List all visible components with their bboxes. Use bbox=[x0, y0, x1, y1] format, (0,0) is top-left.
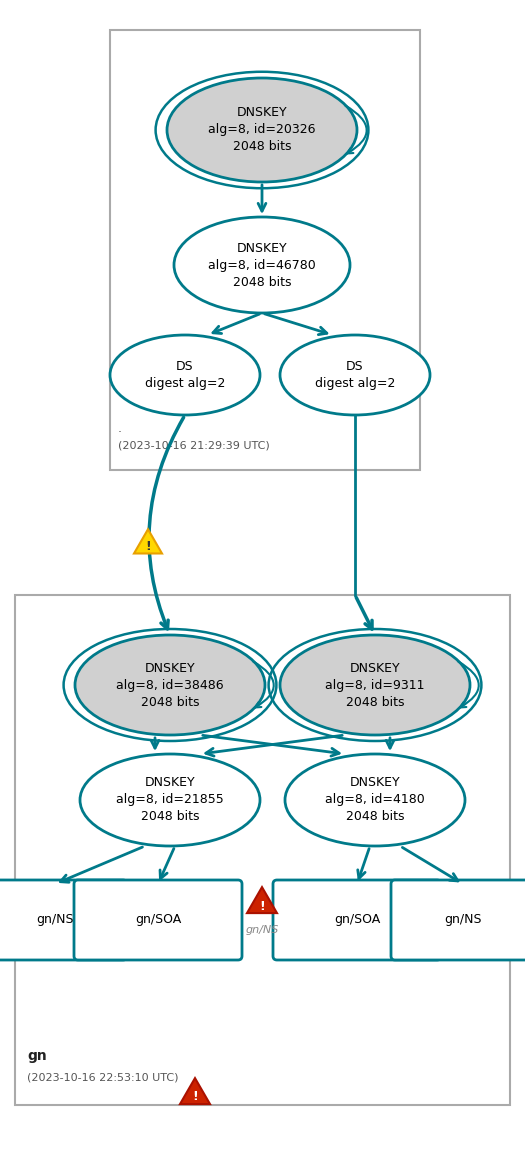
FancyBboxPatch shape bbox=[74, 880, 242, 960]
Text: gn/NS: gn/NS bbox=[444, 914, 482, 927]
Text: gn/NS: gn/NS bbox=[245, 924, 279, 935]
Polygon shape bbox=[180, 1078, 210, 1104]
Text: !: ! bbox=[145, 540, 151, 553]
FancyBboxPatch shape bbox=[273, 880, 441, 960]
Text: .: . bbox=[118, 422, 122, 435]
Text: DNSKEY
alg=8, id=4180
2048 bits: DNSKEY alg=8, id=4180 2048 bits bbox=[325, 776, 425, 824]
Ellipse shape bbox=[110, 336, 260, 415]
Text: gn: gn bbox=[27, 1049, 47, 1063]
Text: DNSKEY
alg=8, id=21855
2048 bits: DNSKEY alg=8, id=21855 2048 bits bbox=[116, 776, 224, 824]
Ellipse shape bbox=[75, 635, 265, 735]
FancyBboxPatch shape bbox=[391, 880, 525, 960]
Text: DS
digest alg=2: DS digest alg=2 bbox=[145, 360, 225, 390]
Text: DNSKEY
alg=8, id=46780
2048 bits: DNSKEY alg=8, id=46780 2048 bits bbox=[208, 242, 316, 288]
FancyBboxPatch shape bbox=[110, 30, 420, 470]
Ellipse shape bbox=[174, 218, 350, 314]
Text: (2023-10-16 21:29:39 UTC): (2023-10-16 21:29:39 UTC) bbox=[118, 440, 270, 450]
Text: gn/NS: gn/NS bbox=[36, 914, 74, 927]
Ellipse shape bbox=[280, 336, 430, 415]
Text: DNSKEY
alg=8, id=38486
2048 bits: DNSKEY alg=8, id=38486 2048 bits bbox=[116, 662, 224, 708]
Ellipse shape bbox=[285, 754, 465, 846]
Text: DS
digest alg=2: DS digest alg=2 bbox=[315, 360, 395, 390]
Text: (2023-10-16 22:53:10 UTC): (2023-10-16 22:53:10 UTC) bbox=[27, 1073, 179, 1082]
Text: !: ! bbox=[192, 1091, 198, 1104]
FancyBboxPatch shape bbox=[0, 880, 127, 960]
FancyBboxPatch shape bbox=[15, 595, 510, 1105]
Text: DNSKEY
alg=8, id=20326
2048 bits: DNSKEY alg=8, id=20326 2048 bits bbox=[208, 106, 316, 154]
Ellipse shape bbox=[167, 78, 357, 182]
Text: gn/SOA: gn/SOA bbox=[334, 914, 380, 927]
Text: !: ! bbox=[259, 899, 265, 913]
Text: gn/SOA: gn/SOA bbox=[135, 914, 181, 927]
Polygon shape bbox=[134, 529, 162, 553]
Polygon shape bbox=[247, 887, 277, 913]
Text: DNSKEY
alg=8, id=9311
2048 bits: DNSKEY alg=8, id=9311 2048 bits bbox=[326, 662, 425, 708]
Ellipse shape bbox=[280, 635, 470, 735]
Ellipse shape bbox=[80, 754, 260, 846]
